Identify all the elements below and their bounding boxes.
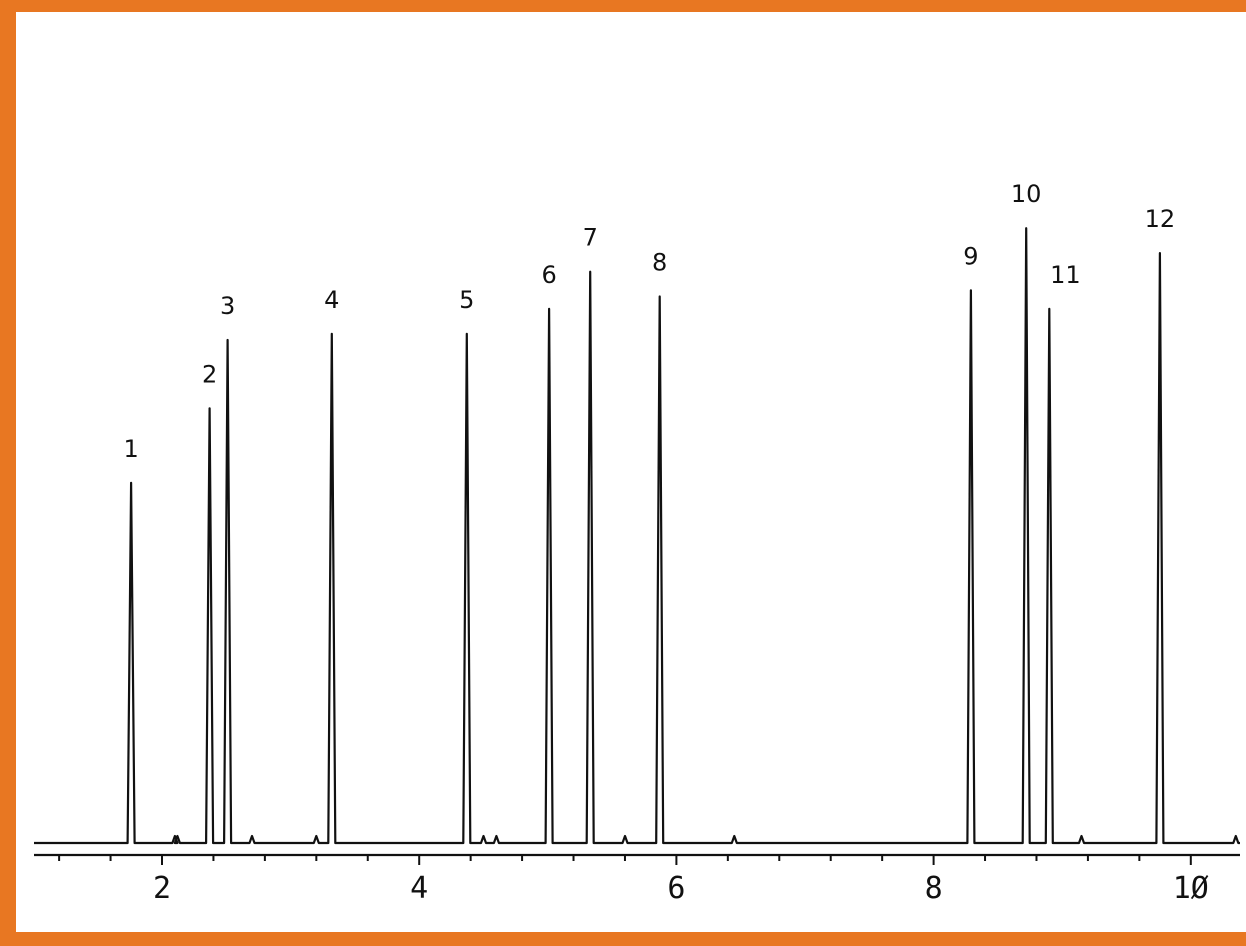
x-axis-tick-labels: 2 4 6 8 1Ø (153, 871, 1209, 906)
peak-label-12: 12 (1145, 205, 1176, 233)
x-tick-label: 4 (410, 871, 428, 906)
x-tick-label: 1Ø (1173, 871, 1209, 906)
peak-label-6: 6 (541, 261, 556, 289)
peak-label-10: 10 (1011, 180, 1042, 208)
peak-label-5: 5 (459, 286, 474, 314)
peak-label-9: 9 (963, 242, 978, 270)
peak-label-2: 2 (202, 360, 217, 388)
x-tick-label: 6 (667, 871, 685, 906)
x-tick-label: 2 (153, 871, 171, 906)
peak-label-1: 1 (123, 435, 138, 463)
chromatogram-trace (34, 227, 1240, 845)
peak-label-3: 3 (220, 292, 235, 320)
peak-label-11: 11 (1050, 261, 1081, 289)
peak-label-7: 7 (583, 224, 598, 252)
x-axis-ticks (58, 855, 1192, 865)
x-tick-label: 8 (925, 871, 943, 906)
peak-label-4: 4 (324, 286, 339, 314)
peak-label-8: 8 (652, 249, 667, 277)
